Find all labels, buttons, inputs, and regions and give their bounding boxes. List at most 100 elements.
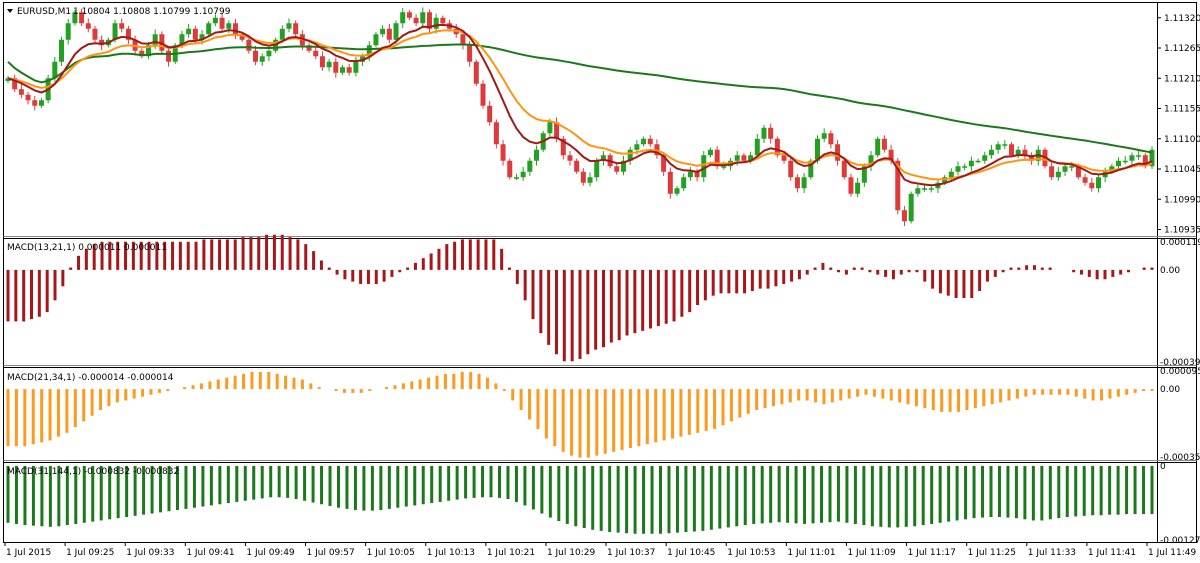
candle-body bbox=[360, 56, 366, 62]
time-axis: 1 Jul 2015 1 Jul 09:25 1 Jul 09:33 1 Jul 09… bbox=[4, 542, 1197, 558]
candle-body bbox=[293, 23, 299, 35]
candle-body bbox=[18, 89, 24, 95]
candle-body bbox=[386, 28, 392, 40]
moving-average-fast-line bbox=[7, 23, 1153, 187]
time-tick-label: 1 Jul 11:17 bbox=[908, 548, 956, 558]
candle-body bbox=[774, 138, 780, 156]
candle-body bbox=[199, 34, 205, 40]
candle-body bbox=[707, 149, 713, 156]
candle-body bbox=[1122, 160, 1128, 163]
candle-body bbox=[246, 39, 252, 51]
time-tick-label: 1 Jul 11:09 bbox=[847, 548, 896, 558]
price-tick-label: 1.10990 bbox=[1164, 195, 1200, 205]
time-tick-label: 1 Jul 10:37 bbox=[607, 548, 655, 558]
candle-body bbox=[701, 155, 707, 178]
candle-body bbox=[1129, 155, 1135, 161]
candle-body bbox=[1095, 177, 1101, 189]
candle-body bbox=[868, 155, 874, 167]
ohlc-readout: 1.10804 1.10808 1.10799 1.10799 bbox=[73, 7, 231, 17]
candle-body bbox=[493, 122, 499, 145]
macd-axis-label: 0.000119 bbox=[1160, 238, 1200, 248]
candle-body bbox=[52, 61, 58, 79]
candle-body bbox=[855, 182, 861, 194]
candle-body bbox=[1109, 166, 1115, 172]
candle-body bbox=[861, 166, 867, 183]
candle-body bbox=[1136, 155, 1142, 157]
candle-body bbox=[480, 83, 486, 106]
candle-body bbox=[734, 155, 740, 161]
candle-body bbox=[460, 34, 466, 46]
macd-axis-label: 0.00 bbox=[1160, 385, 1180, 395]
candle-body bbox=[1075, 166, 1081, 178]
candle-body bbox=[881, 138, 887, 150]
macd-axis-label: -0.000357 bbox=[1160, 453, 1200, 463]
macd-axis-label: -0.000393 bbox=[1160, 358, 1200, 368]
candle-body bbox=[1029, 155, 1035, 161]
candle-body bbox=[848, 177, 854, 194]
candle-body bbox=[12, 78, 18, 90]
candle-body bbox=[614, 166, 620, 172]
candle-body bbox=[38, 100, 44, 106]
macd-31-144-pane[interactable]: 0 -0.001277 bbox=[6, 462, 1200, 546]
symbol-dropdown-icon[interactable] bbox=[7, 9, 13, 13]
candle-body bbox=[279, 28, 285, 40]
candle-body bbox=[353, 61, 359, 73]
candle-body bbox=[79, 12, 85, 24]
candle-body bbox=[1089, 182, 1095, 189]
candle-body bbox=[1009, 144, 1015, 156]
candle-body bbox=[192, 28, 198, 40]
candle-body bbox=[594, 160, 600, 178]
candle-body bbox=[406, 12, 412, 18]
candle-body bbox=[266, 50, 272, 57]
candle-body bbox=[507, 160, 513, 178]
candle-body bbox=[721, 166, 727, 168]
candle-body bbox=[741, 155, 747, 161]
candle-body bbox=[600, 155, 606, 161]
candle-body bbox=[145, 45, 151, 57]
candle-body bbox=[828, 133, 834, 145]
macd-axis-label: 0.00 bbox=[1160, 266, 1180, 276]
candle-body bbox=[400, 12, 406, 24]
candle-body bbox=[393, 23, 399, 40]
candle-body bbox=[440, 17, 446, 24]
symbol-label[interactable]: EURUSD,M1 bbox=[17, 7, 71, 17]
candle-body bbox=[186, 28, 192, 35]
candle-body bbox=[835, 144, 841, 161]
candle-body bbox=[982, 155, 988, 161]
candle-body bbox=[513, 177, 519, 179]
candle-body bbox=[901, 210, 907, 222]
candle-body bbox=[72, 12, 78, 24]
candle-body bbox=[420, 12, 426, 24]
candle-body bbox=[687, 171, 693, 178]
candle-body bbox=[99, 39, 105, 46]
time-tick-label: 1 Jul 09:25 bbox=[66, 548, 114, 558]
candle-body bbox=[995, 144, 1001, 150]
candle-body bbox=[380, 28, 386, 35]
macd-21-34-pane[interactable]: 0.000095 0.00 -0.000357 bbox=[6, 367, 1200, 463]
candle-body bbox=[413, 17, 419, 24]
candle-body bbox=[206, 23, 212, 35]
candle-body bbox=[125, 28, 131, 40]
candle-body bbox=[306, 45, 312, 51]
price-pane[interactable]: 1.11320 1.11265 1.11210 1.11155 1.11100 1.110… bbox=[5, 7, 1200, 236]
candle-body bbox=[340, 67, 346, 73]
candle-body bbox=[714, 149, 720, 167]
candle-body bbox=[754, 138, 760, 156]
candle-body bbox=[373, 34, 379, 46]
candle-body bbox=[253, 50, 259, 62]
candle-body bbox=[587, 177, 593, 183]
macd-21-34-title: MACD(21,34,1) -0.000014 -0.000014 bbox=[7, 373, 174, 383]
candle-body bbox=[226, 23, 232, 29]
candle-body bbox=[674, 188, 680, 194]
candle-body bbox=[313, 50, 319, 57]
candle-body bbox=[259, 56, 265, 62]
time-tick-label: 1 Jul 10:53 bbox=[727, 548, 775, 558]
candle-body bbox=[319, 56, 325, 68]
price-tick-label: 1.11155 bbox=[1164, 105, 1200, 115]
candle-body bbox=[326, 61, 332, 68]
macd-13-21-pane[interactable]: 0.000119 0.00 -0.000393 bbox=[6, 234, 1200, 368]
macd-31-144-title: MACD(31,144,1) -0.000832 -0.000832 bbox=[7, 467, 179, 477]
price-tick-label: 1.11265 bbox=[1164, 44, 1200, 54]
candle-body bbox=[928, 188, 934, 190]
